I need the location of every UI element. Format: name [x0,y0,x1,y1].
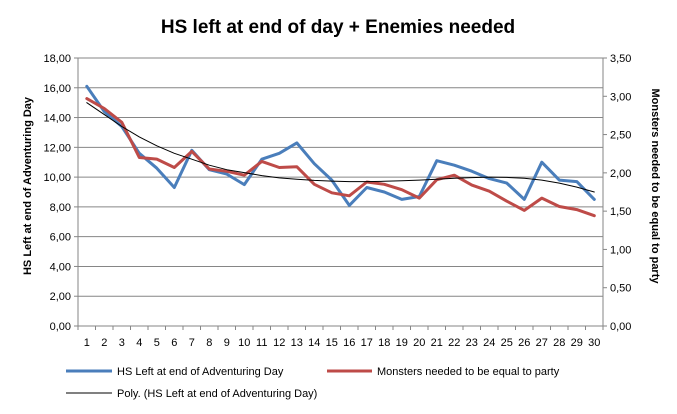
x-tick-label: 7 [189,337,195,349]
x-tick-label: 23 [466,337,478,349]
y2-tick-label: 0,50 [610,283,631,295]
x-tick-label: 16 [343,337,355,349]
x-tick-label: 27 [536,337,548,349]
y-tick-label: 6,00 [50,232,71,244]
x-tick-label: 5 [154,337,160,349]
x-axis-ticks: 1 2 3 4 5 6 7 8 9 10 11 12 13 14 15 16 17 18 19 20 21 22 23 24 2… [77,326,604,349]
right-axis-ticks: 0,00 0,50 1,00 1,50 2,00 2,50 3,00 3,50 [603,53,631,333]
x-tick-label: 25 [501,337,513,349]
legend-label-poly: Poly. (HS Left at end of Adventuring Day… [117,388,317,400]
gridlines [78,57,603,297]
x-tick-label: 9 [224,337,230,349]
y-tick-label: 4,00 [50,261,71,273]
x-tick-label: 26 [518,337,530,349]
y-tick-label: 12,00 [43,142,71,154]
x-tick-label: 24 [483,337,495,349]
legend-label-hs: HS Left at end of Adventuring Day [117,366,284,378]
x-tick-label: 28 [553,337,565,349]
chart-title: HS left at end of day + Enemies needed [161,17,515,38]
x-tick-label: 30 [588,337,600,349]
y2-tick-label: 2,00 [610,168,631,180]
left-axis-ticks: 0,00 2,00 4,00 6,00 8,00 10,00 12,00 14,00 16,00… [43,53,78,333]
y-axis-title: HS Left at end of Adventuring Day [22,96,34,275]
x-tick-label: 19 [396,337,408,349]
y2-tick-label: 0,00 [610,321,631,333]
legend: HS Left at end of Adventuring Day Monste… [66,366,560,400]
y2-tick-label: 2,50 [610,130,631,142]
trendline-poly [86,102,595,193]
y2-tick-label: 3,50 [610,53,631,65]
x-tick-label: 22 [448,337,460,349]
x-tick-label: 14 [308,337,320,349]
series-layer [85,84,596,218]
x-tick-label: 3 [119,337,125,349]
y2-tick-label: 3,00 [610,91,631,103]
x-tick-label: 1 [84,337,90,349]
x-tick-label: 17 [361,337,373,349]
y-tick-label: 14,00 [43,113,71,125]
x-tick-label: 8 [206,337,212,349]
y-tick-label: 16,00 [43,83,71,95]
y2-tick-label: 1,50 [610,206,631,218]
y-tick-label: 10,00 [43,172,71,184]
x-tick-label: 10 [238,337,250,349]
series-line-hs-left [85,84,596,207]
x-tick-label: 21 [431,337,443,349]
y-tick-label: 8,00 [50,202,71,214]
x-tick-label: 18 [378,337,390,349]
x-tick-label: 15 [326,337,338,349]
x-tick-label: 29 [571,337,583,349]
x-tick-label: 2 [101,337,107,349]
x-tick-label: 20 [413,337,425,349]
x-tick-label: 4 [136,337,142,349]
y-tick-label: 0,00 [50,321,71,333]
series-line-monsters-needed [85,97,596,218]
x-tick-label: 12 [273,337,285,349]
x-tick-label: 6 [171,337,177,349]
y2-tick-label: 1,00 [610,244,631,256]
y2-axis-title: Monsters needed to be equal to party [649,89,661,285]
y-tick-label: 18,00 [43,53,71,65]
x-tick-label: 13 [291,337,303,349]
legend-label-monsters: Monsters needed to be equal to party [377,366,560,378]
y-tick-label: 2,00 [50,291,71,303]
x-tick-label: 11 [256,337,267,349]
